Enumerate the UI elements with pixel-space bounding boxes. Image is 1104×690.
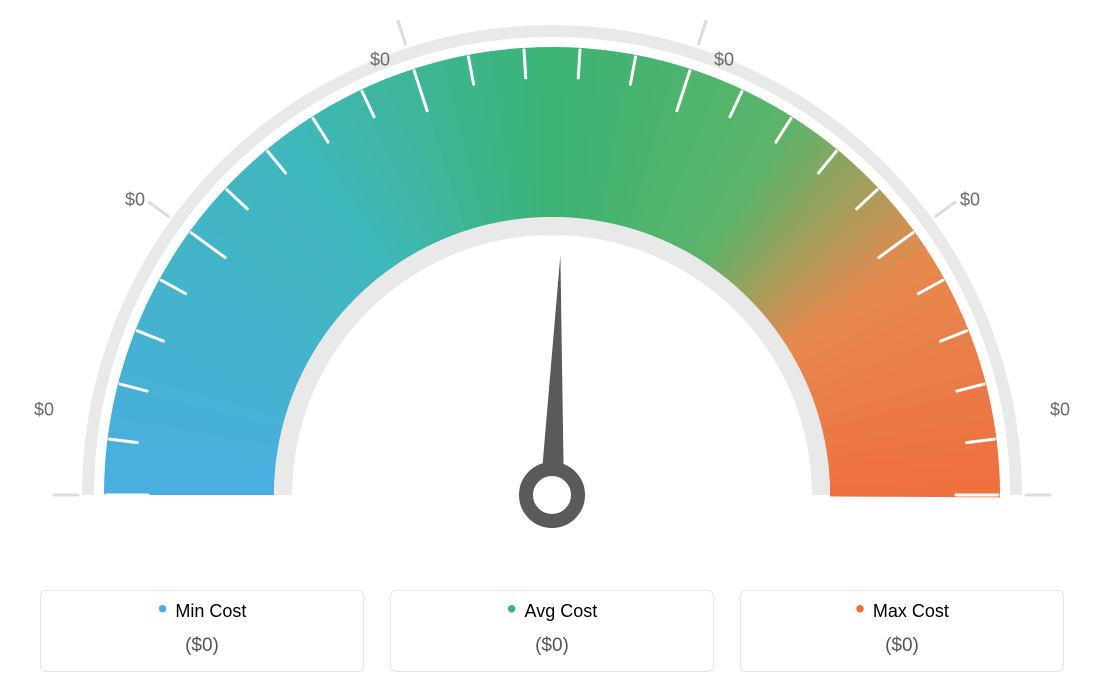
legend-card-avg: • Avg Cost ($0)	[390, 590, 714, 673]
legend-title-avg: • Avg Cost	[507, 601, 598, 622]
gauge-tick-label: $0	[125, 190, 145, 211]
gauge-tick-label: $0	[370, 50, 390, 71]
legend-label-avg: Avg Cost	[525, 601, 598, 622]
legend-title-max: • Max Cost	[855, 601, 949, 622]
legend-value-min: ($0)	[41, 635, 363, 657]
legend-value-avg: ($0)	[391, 635, 713, 657]
gauge-tick-label: $0	[1050, 400, 1070, 421]
gauge-tick-label: $0	[960, 190, 980, 211]
legend-title-min: • Min Cost	[158, 601, 247, 622]
gauge-tick-label: $0	[714, 50, 734, 71]
legend-card-min: • Min Cost ($0)	[40, 590, 364, 673]
legend-row: • Min Cost ($0) • Avg Cost ($0) • Max Co…	[40, 590, 1064, 673]
legend-card-max: • Max Cost ($0)	[740, 590, 1064, 673]
gauge-needle	[540, 255, 564, 495]
legend-label-min: Min Cost	[175, 601, 246, 622]
cost-gauge-container: $0 $0 $0 $0 $0 $0 • Min Cost ($0) • Avg Cost …	[0, 0, 1104, 690]
gauge-chart: $0 $0 $0 $0 $0 $0	[0, 0, 1104, 560]
gauge-hub	[526, 469, 578, 521]
gauge-tick-label: $0	[34, 400, 54, 421]
legend-value-max: ($0)	[741, 635, 1063, 657]
gauge-svg	[0, 0, 1104, 560]
legend-label-max: Max Cost	[873, 601, 949, 622]
